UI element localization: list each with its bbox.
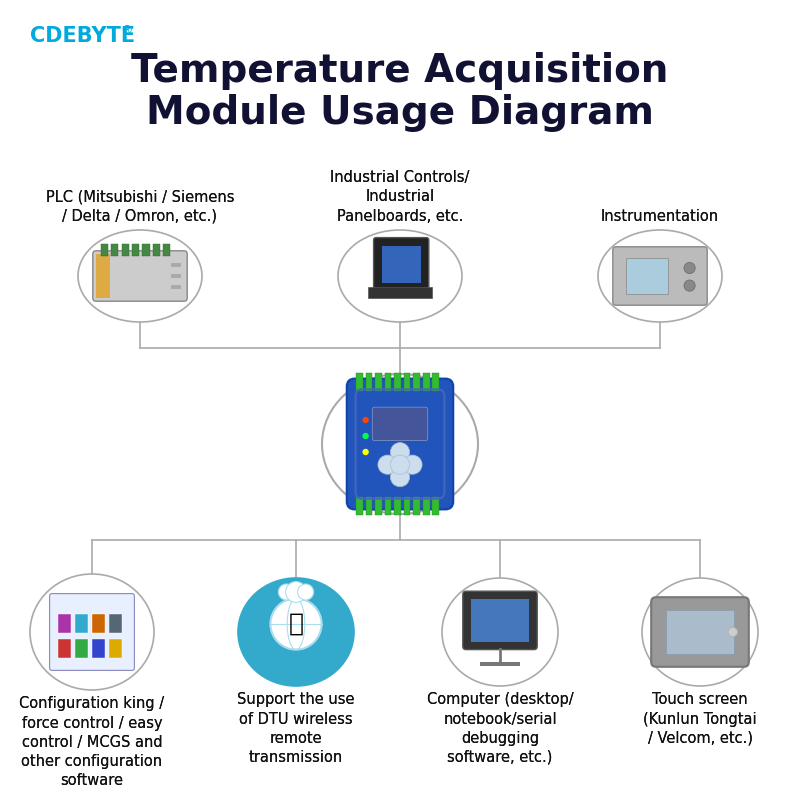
Text: CDEBYTE: CDEBYTE	[30, 26, 135, 46]
Bar	[394, 373, 401, 390]
Bar	[101, 243, 108, 256]
Bar	[432, 373, 439, 390]
FancyBboxPatch shape	[346, 378, 454, 510]
Bar	[132, 243, 139, 256]
Bar	[385, 373, 391, 390]
Bar	[109, 614, 122, 633]
Text: ®: ®	[120, 24, 133, 37]
Circle shape	[684, 280, 695, 291]
Bar	[423, 373, 430, 390]
Text: Instrumentation: Instrumentation	[601, 209, 719, 223]
Bar	[385, 498, 391, 515]
Circle shape	[390, 455, 410, 474]
Circle shape	[403, 455, 422, 474]
Ellipse shape	[442, 578, 558, 686]
Bar	[58, 639, 71, 658]
Bar	[109, 639, 122, 658]
Bar	[366, 498, 372, 515]
Text: PLC (Mitsubishi / Siemens
/ Delta / Omron, etc.): PLC (Mitsubishi / Siemens / Delta / Omro…	[46, 190, 234, 223]
Bar	[171, 263, 181, 267]
Bar	[92, 614, 105, 633]
Circle shape	[278, 584, 294, 600]
Bar	[366, 373, 372, 390]
Text: Configuration king /
force control / easy
control / MCGS and
other configuration: Configuration king / force control / eas…	[19, 696, 165, 788]
Circle shape	[390, 467, 410, 486]
Text: Industrial Controls/
Industrial
Panelboards, etc.: Industrial Controls/ Industrial Panelboa…	[330, 170, 470, 223]
Circle shape	[390, 442, 410, 462]
Circle shape	[728, 627, 738, 637]
Bar	[414, 373, 420, 390]
Bar	[163, 243, 170, 256]
Circle shape	[684, 262, 695, 274]
Bar	[414, 498, 420, 515]
FancyBboxPatch shape	[462, 591, 538, 650]
Bar	[75, 614, 88, 633]
FancyBboxPatch shape	[372, 407, 428, 441]
Bar	[171, 286, 181, 290]
FancyBboxPatch shape	[368, 287, 432, 298]
Bar	[423, 498, 430, 515]
Bar	[394, 498, 401, 515]
Bar	[142, 243, 150, 256]
Circle shape	[270, 598, 322, 650]
Bar	[666, 610, 734, 654]
Circle shape	[378, 455, 397, 474]
FancyBboxPatch shape	[374, 238, 429, 290]
Text: Computer (desktop/
notebook/serial
debugging
software, etc.): Computer (desktop/ notebook/serial debug…	[426, 693, 574, 765]
Bar	[92, 639, 105, 658]
FancyBboxPatch shape	[50, 594, 134, 670]
Ellipse shape	[78, 230, 202, 322]
Text: 🌐: 🌐	[289, 612, 303, 636]
Circle shape	[362, 433, 369, 439]
Bar	[470, 599, 530, 642]
Text: Support the use
of DTU wireless
remote
transmission: Support the use of DTU wireless remote t…	[238, 693, 354, 765]
Bar	[404, 498, 410, 515]
Text: Industrial Controls/
Industrial
Panelboards, etc.: Industrial Controls/ Industrial Panelboa…	[330, 170, 470, 223]
Circle shape	[298, 584, 314, 600]
Bar	[171, 274, 181, 278]
Text: Support the use
of DTU wireless
remote
transmission: Support the use of DTU wireless remote t…	[238, 693, 354, 765]
Ellipse shape	[322, 374, 478, 514]
Circle shape	[362, 417, 369, 423]
Ellipse shape	[598, 230, 722, 322]
Ellipse shape	[30, 574, 154, 690]
Bar	[382, 246, 421, 283]
Bar	[356, 498, 363, 515]
Bar	[153, 243, 160, 256]
Bar	[122, 243, 129, 256]
Bar	[375, 373, 382, 390]
Bar	[404, 373, 410, 390]
FancyBboxPatch shape	[651, 597, 749, 667]
Bar	[480, 662, 520, 666]
Text: Touch screen
(Kunlun Tongtai
/ Velcom, etc.): Touch screen (Kunlun Tongtai / Velcom, e…	[643, 693, 757, 746]
Text: PLC (Mitsubishi / Siemens
/ Delta / Omron, etc.): PLC (Mitsubishi / Siemens / Delta / Omro…	[46, 190, 234, 223]
Bar	[432, 498, 439, 515]
Text: Instrumentation: Instrumentation	[601, 209, 719, 223]
FancyBboxPatch shape	[96, 254, 110, 298]
Circle shape	[362, 449, 369, 455]
FancyBboxPatch shape	[613, 246, 707, 305]
Text: Computer (desktop/
notebook/serial
debugging
software, etc.): Computer (desktop/ notebook/serial debug…	[426, 693, 574, 765]
Ellipse shape	[238, 578, 354, 686]
Ellipse shape	[338, 230, 462, 322]
Bar	[356, 373, 363, 390]
Ellipse shape	[642, 578, 758, 686]
Bar	[375, 498, 382, 515]
Text: Temperature Acquisition
Module Usage Diagram: Temperature Acquisition Module Usage Dia…	[131, 52, 669, 133]
Circle shape	[286, 582, 306, 602]
Bar	[58, 614, 71, 633]
Bar	[75, 639, 88, 658]
FancyBboxPatch shape	[93, 250, 187, 301]
Text: Configuration king /
force control / easy
control / MCGS and
other configuration: Configuration king / force control / eas…	[19, 696, 165, 788]
Text: Touch screen
(Kunlun Tongtai
/ Velcom, etc.): Touch screen (Kunlun Tongtai / Velcom, e…	[643, 693, 757, 746]
Bar	[626, 258, 668, 294]
Bar	[111, 243, 118, 256]
